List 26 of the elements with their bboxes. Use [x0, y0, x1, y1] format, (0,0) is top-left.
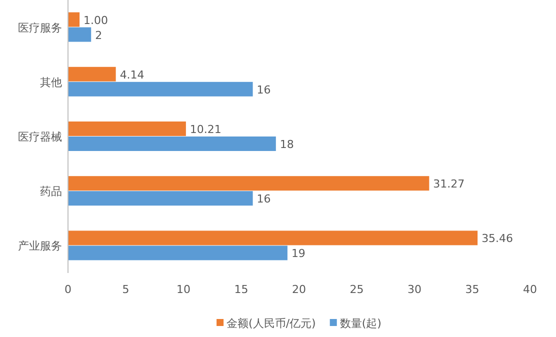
legend-label: 数量(起): [340, 317, 382, 330]
y-tick-label: 医疗器械: [18, 130, 62, 144]
x-tick-label: 30: [408, 283, 422, 296]
x-tick-label: 0: [64, 283, 72, 296]
y-tick-label: 其他: [40, 76, 62, 89]
data-label: 35.46: [482, 232, 514, 246]
data-label: 16: [256, 83, 271, 96]
data-label: 16: [256, 192, 271, 206]
data-label: 2: [95, 28, 102, 42]
y-tick-label: 产业服务: [18, 240, 62, 253]
x-tick-label: 15: [234, 283, 248, 296]
data-label: 31.27: [433, 178, 465, 191]
x-tick-label: 10: [176, 283, 190, 296]
x-tick-label: 25: [350, 283, 364, 296]
data-label: 1.00: [84, 14, 108, 27]
legend-label: 金额(人民币/亿元): [226, 317, 316, 330]
y-tick-label: 医疗服务: [18, 21, 62, 34]
data-label: 4.14: [120, 68, 144, 82]
x-tick-label: 35: [465, 283, 480, 296]
x-tick-label: 20: [292, 283, 306, 296]
data-label: 18: [280, 138, 294, 151]
x-tick-label: 40: [523, 283, 537, 296]
data-label: 19: [291, 247, 306, 260]
x-tick-label: 5: [122, 283, 130, 296]
data-label: 10.21: [190, 123, 222, 136]
y-tick-label: 药品: [40, 185, 62, 198]
